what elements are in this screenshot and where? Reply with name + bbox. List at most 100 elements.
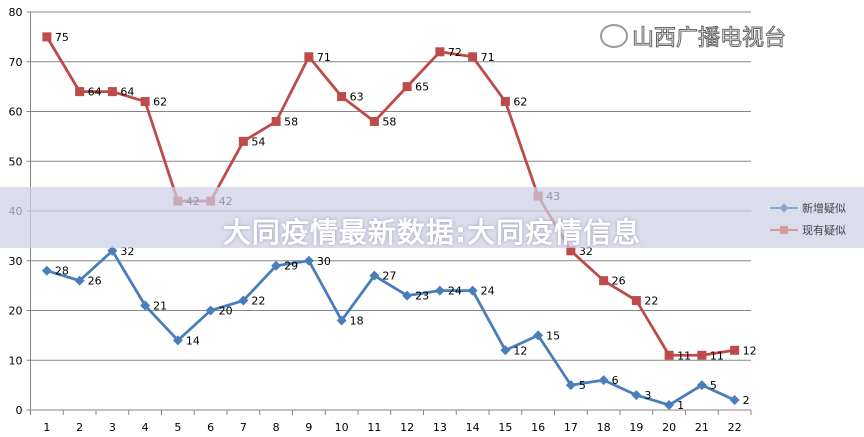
series-line-0 (46, 249, 736, 407)
data-label: 26 (612, 275, 626, 288)
data-point (337, 92, 347, 102)
data-label: 26 (88, 275, 102, 288)
data-label: 27 (382, 270, 396, 283)
data-label: 63 (350, 91, 364, 104)
data-point (205, 305, 216, 316)
x-tick-label: 7 (240, 421, 247, 434)
data-label: 22 (251, 295, 265, 308)
data-point (172, 335, 183, 346)
data-point (468, 52, 478, 62)
x-tick-label: 22 (728, 421, 742, 434)
title-banner (0, 187, 864, 248)
data-label: 11 (710, 349, 724, 362)
x-tick-label: 3 (109, 421, 116, 434)
data-point (42, 32, 52, 42)
data-point (500, 345, 511, 356)
data-label: 11 (677, 349, 691, 362)
data-label: 14 (186, 334, 200, 347)
data-point (41, 265, 52, 276)
x-tick-label: 18 (597, 421, 611, 434)
x-tick-label: 4 (142, 421, 149, 434)
data-point (631, 296, 641, 306)
data-point (304, 52, 314, 62)
legend: 新增疑似 现有疑似 (770, 197, 846, 241)
x-tick-label: 5 (174, 421, 181, 434)
watermark: 山西广播电视台 (600, 20, 787, 52)
data-label: 62 (153, 96, 167, 109)
data-label: 64 (120, 86, 134, 99)
data-point (565, 380, 576, 391)
data-label: 5 (710, 379, 717, 392)
y-tick-label: 30 (9, 255, 23, 268)
x-tick-label: 14 (466, 421, 480, 434)
data-label: 18 (350, 314, 364, 327)
data-label: 72 (448, 46, 462, 59)
data-point (271, 260, 282, 271)
data-point (434, 285, 445, 296)
data-label: 6 (612, 374, 619, 387)
diamond-marker-icon (770, 203, 798, 213)
x-tick-label: 17 (564, 421, 578, 434)
x-tick-label: 9 (305, 421, 312, 434)
data-point (598, 375, 609, 386)
data-point (238, 136, 248, 146)
data-point (664, 400, 675, 411)
data-label: 12 (513, 344, 527, 357)
data-label: 62 (513, 96, 527, 109)
data-label: 65 (415, 81, 429, 94)
legend-item-current: 现有疑似 (770, 219, 846, 241)
x-tick-label: 20 (662, 421, 676, 434)
data-point (369, 270, 380, 281)
y-tick-label: 80 (9, 6, 23, 19)
data-point (303, 255, 314, 266)
data-point (74, 275, 85, 286)
data-point (75, 87, 85, 97)
data-point (435, 47, 445, 57)
data-label: 28 (55, 265, 69, 278)
data-point (566, 246, 576, 256)
data-point (697, 350, 707, 360)
data-label: 75 (55, 31, 69, 44)
data-label: 15 (546, 329, 560, 342)
data-label: 54 (251, 135, 265, 148)
data-label: 22 (644, 295, 658, 308)
data-point (107, 87, 117, 97)
data-point (599, 276, 609, 286)
data-point (107, 245, 118, 256)
x-tick-label: 16 (531, 421, 545, 434)
data-label: 20 (219, 305, 233, 318)
data-point (500, 97, 510, 107)
legend-item-new: 新增疑似 (770, 197, 846, 219)
data-point (140, 300, 151, 311)
x-tick-label: 1 (43, 421, 50, 434)
y-tick-label: 10 (9, 354, 23, 367)
data-label: 1 (677, 399, 684, 412)
data-point (533, 330, 544, 341)
y-tick-label: 0 (16, 404, 23, 417)
data-point (664, 350, 674, 360)
y-tick-label: 20 (9, 305, 23, 318)
legend-label: 新增疑似 (802, 202, 846, 215)
data-point (271, 116, 281, 126)
data-point (238, 295, 249, 306)
y-tick-label: 60 (9, 106, 23, 119)
data-label: 24 (448, 285, 462, 298)
data-point (631, 390, 642, 401)
data-point (402, 82, 412, 92)
data-label: 71 (481, 51, 495, 64)
data-point (140, 97, 150, 107)
data-label: 30 (317, 255, 331, 268)
x-tick-label: 15 (498, 421, 512, 434)
y-tick-label: 70 (9, 56, 23, 69)
data-label: 29 (284, 260, 298, 273)
data-label: 3 (644, 389, 651, 402)
x-tick-label: 19 (629, 421, 643, 434)
data-label: 23 (415, 290, 429, 303)
data-label: 12 (743, 344, 757, 357)
data-label: 24 (481, 285, 495, 298)
x-tick-label: 6 (207, 421, 214, 434)
x-tick-label: 21 (695, 421, 709, 434)
data-label: 71 (317, 51, 331, 64)
x-tick-label: 10 (335, 421, 349, 434)
x-tick-label: 13 (433, 421, 447, 434)
